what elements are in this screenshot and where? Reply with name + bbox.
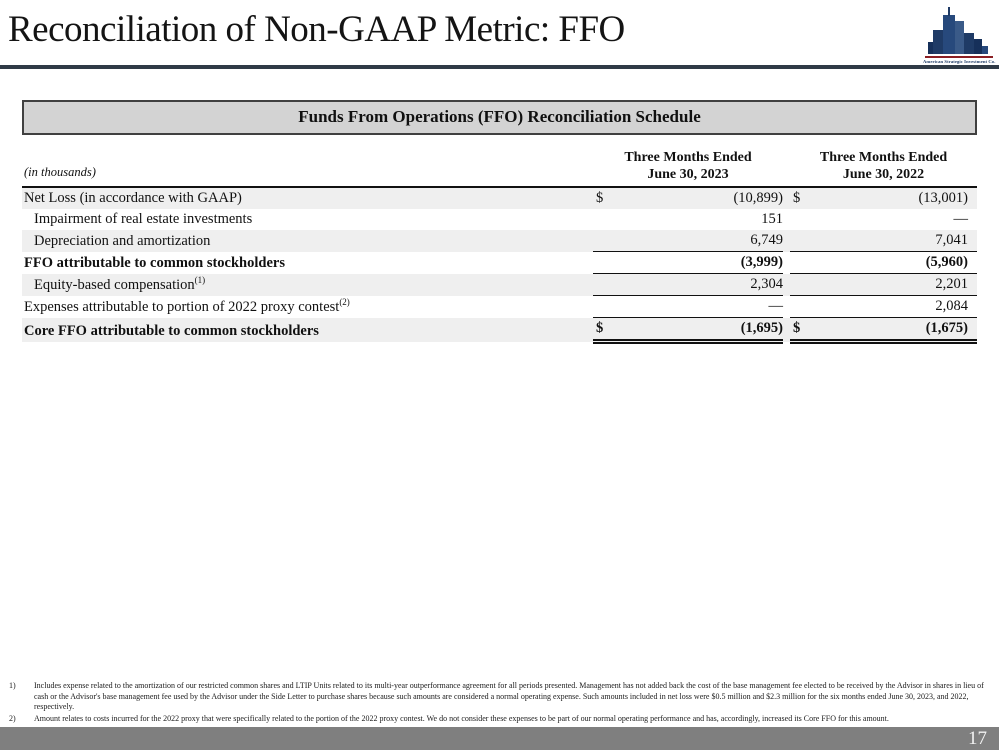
footer-bar: 17	[0, 727, 999, 750]
row-label: Depreciation and amortization	[22, 230, 593, 252]
value-2023: (1,695)	[619, 317, 784, 344]
column-header-2022: Three Months Ended June 30, 2022	[790, 149, 978, 188]
currency-symbol	[593, 209, 619, 230]
table-row-depreciation: Depreciation and amortization 6,749 7,04…	[22, 230, 978, 252]
value-2022: —	[953, 211, 969, 227]
column-gap	[783, 230, 791, 252]
value-2022: (5,960)	[814, 251, 969, 274]
table-row-proxy-expenses: Expenses attributable to portion of 2022…	[22, 295, 978, 318]
pad-cell	[968, 187, 978, 209]
row-label: Core FFO attributable to common stockhol…	[22, 317, 593, 342]
logo-caption: American Strategic Investment Co.	[923, 59, 996, 64]
pad-cell	[968, 295, 978, 318]
column-header-2023: Three Months Ended June 30, 2023	[593, 149, 784, 188]
currency-symbol	[790, 209, 814, 230]
skyline-buildings-icon	[923, 6, 995, 56]
pad-cell	[968, 251, 978, 274]
footnote-text: Includes expense related to the amortiza…	[34, 681, 984, 711]
currency-symbol	[790, 251, 815, 274]
currency-symbol	[593, 251, 619, 274]
column-gap	[783, 273, 791, 296]
value-2022: (1,675)	[814, 317, 969, 344]
table-row-core-ffo-total: Core FFO attributable to common stockhol…	[22, 317, 978, 344]
row-label: Impairment of real estate investments	[34, 211, 253, 227]
value-2022: 7,041	[814, 230, 969, 252]
currency-symbol	[593, 295, 619, 318]
column-gap	[783, 252, 790, 274]
company-logo: American Strategic Investment Co.	[923, 6, 995, 66]
value-2023: —	[619, 295, 784, 318]
table-row-equity-compensation: Equity-based compensation(1) 2,304 2,201	[22, 273, 978, 296]
currency-symbol	[790, 295, 815, 318]
value-2022: (13,001)	[814, 187, 969, 209]
column-gap	[783, 209, 790, 230]
pad-cell	[968, 317, 978, 344]
footnote-text: Amount relates to costs incurred for the…	[34, 713, 889, 723]
ffo-reconciliation-section: Funds From Operations (FFO) Reconciliati…	[22, 100, 978, 344]
column-header-line2: June 30, 2022	[842, 167, 925, 182]
currency-symbol: $	[790, 187, 815, 209]
column-header-line2: June 30, 2023	[647, 167, 729, 182]
value-2023: (3,999)	[619, 251, 784, 274]
header-divider-rule	[0, 65, 999, 69]
currency-symbol	[593, 230, 619, 252]
value-2022: 2,201	[814, 273, 969, 296]
footnotes-section: 1) Includes expense related to the amort…	[0, 681, 999, 725]
footnote-2: 2) Amount relates to costs incurred for …	[0, 714, 999, 725]
logo-red-rule	[925, 56, 993, 58]
footnote-ref: (1)	[194, 274, 206, 285]
row-label: Equity-based compensation(1)	[22, 273, 593, 296]
column-header-line1: Three Months Ended	[819, 150, 948, 165]
pad-cell	[968, 230, 978, 252]
row-label: Net Loss (in accordance with GAAP)	[22, 187, 593, 209]
column-header-line1: Three Months Ended	[624, 150, 752, 165]
pad-cell	[968, 209, 977, 230]
column-gap	[783, 317, 791, 342]
currency-symbol: $	[593, 187, 619, 209]
currency-symbol	[790, 273, 815, 296]
currency-symbol	[593, 273, 619, 296]
value-2022: 2,084	[814, 295, 969, 318]
column-gap	[783, 149, 791, 188]
currency-symbol: $	[593, 317, 619, 344]
column-header-row: (in thousands) Three Months Ended June 3…	[22, 149, 978, 188]
footnote-ref: (2)	[339, 296, 350, 307]
value-2023: 2,304	[619, 273, 784, 296]
units-label: (in thousands)	[22, 149, 593, 188]
ffo-reconciliation-table: (in thousands) Three Months Ended June 3…	[22, 149, 978, 344]
column-gap	[783, 296, 790, 318]
value-2023: 6,749	[619, 230, 784, 252]
value-2023: 151	[761, 211, 784, 227]
page-title: Reconciliation of Non-GAAP Metric: FFO	[8, 9, 625, 50]
row-label: Expenses attributable to portion of 2022…	[24, 296, 350, 315]
currency-symbol	[790, 230, 815, 252]
page-number: 17	[968, 728, 987, 749]
footnote-1: 1) Includes expense related to the amort…	[0, 681, 999, 713]
table-title-banner: Funds From Operations (FFO) Reconciliati…	[22, 100, 977, 135]
table-row-net-loss: Net Loss (in accordance with GAAP) $ (10…	[22, 187, 978, 209]
table-row-ffo-subtotal: FFO attributable to common stockholders …	[22, 251, 978, 274]
pad-cell	[968, 273, 978, 296]
footnote-number: 2)	[9, 713, 16, 723]
table-row-impairment: Impairment of real estate investments 15…	[22, 209, 977, 230]
currency-symbol: $	[790, 317, 815, 344]
row-label: FFO attributable to common stockholders	[24, 254, 285, 271]
value-2023: (10,899)	[619, 187, 784, 209]
column-gap	[783, 187, 791, 209]
footnote-number: 1)	[9, 681, 16, 690]
